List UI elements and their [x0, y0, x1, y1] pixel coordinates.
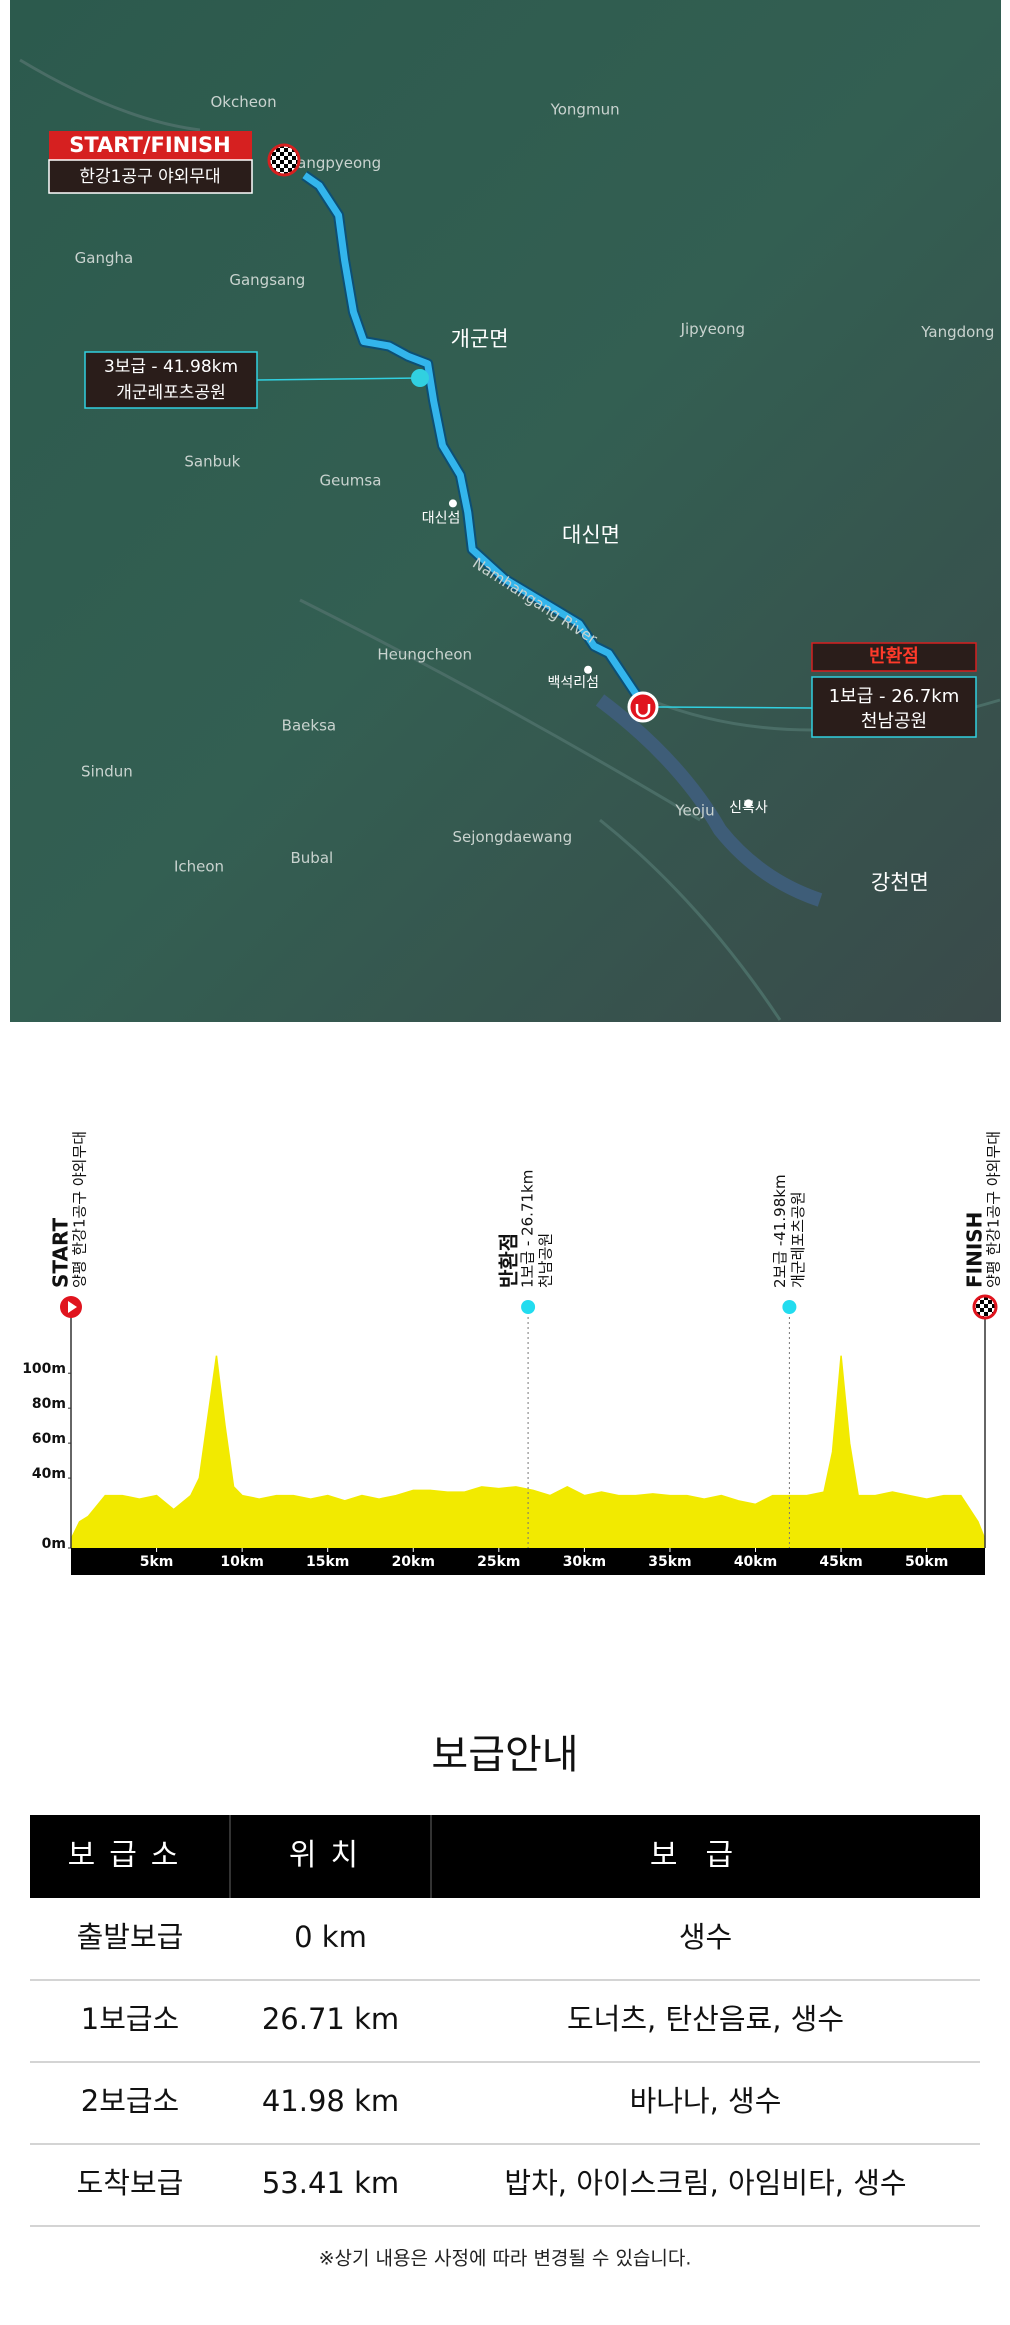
callout-title: 반환점 — [869, 645, 919, 667]
callout-text: 1보급 - 26.7km — [829, 686, 960, 707]
table-cell: 도너츠, 탄산음료, 생수 — [567, 2002, 844, 2036]
x-tick-label: 20km — [392, 1554, 435, 1570]
marker-label: 개군레포츠공원 — [789, 1191, 807, 1288]
callout-text: 한강1공구 야외무대 — [79, 167, 220, 187]
callout-box — [84, 351, 258, 409]
callout-title: START/FINISH — [69, 133, 231, 157]
marker-label: 양평 한강1공구 야외무대 — [985, 1131, 1003, 1288]
map-river — [595, 694, 823, 907]
callout-box — [48, 159, 253, 194]
callout-box — [811, 642, 977, 672]
elevation-line — [70, 1355, 986, 1540]
table-cell: 생수 — [679, 1920, 732, 1954]
callout-text: 3보급 - 41.98km — [104, 357, 238, 377]
header-cell: 보급소 — [68, 1838, 193, 1873]
table-cell: 도착보급 — [77, 2166, 184, 2200]
table-cell: 0 km — [294, 1920, 367, 1954]
x-tick-label: 35km — [648, 1554, 691, 1570]
marker-label: 양평 한강1공구 야외무대 — [71, 1131, 89, 1288]
place-label: 백석리섬 — [547, 675, 599, 691]
route — [302, 172, 642, 700]
callout-box — [811, 676, 977, 738]
poi-dot — [448, 499, 457, 508]
turn-icon — [627, 691, 659, 723]
marker-dot — [521, 1300, 536, 1314]
aid-dot — [411, 369, 429, 387]
x-tick-label: 40km — [734, 1554, 777, 1570]
map-roads — [19, 58, 1001, 1021]
table-cell: 26.71 km — [262, 2002, 399, 2036]
table-title: 보급안내 — [431, 1732, 578, 1778]
y-tick-label: 80m — [32, 1396, 66, 1412]
place-label: Yangpyeong — [289, 154, 381, 172]
place-label: Baeksa — [282, 717, 336, 735]
elevation-fill — [71, 1355, 985, 1548]
finish-flag — [267, 143, 301, 177]
header-cell: 위치 — [289, 1838, 372, 1873]
place-label: Sindun — [81, 763, 133, 781]
callout-text: 개군레포츠공원 — [116, 383, 225, 403]
place-label: Bubal — [291, 849, 334, 867]
x-tick-label: 15km — [306, 1554, 349, 1570]
finish-icon — [972, 1294, 998, 1320]
place-label: Icheon — [174, 858, 224, 876]
marker-label: 천남공원 — [537, 1233, 555, 1288]
marker-label: FINISH — [963, 1212, 987, 1288]
turn-arrow — [635, 704, 651, 718]
table-cell: 밥차, 아이스크림, 아임비타, 생수 — [504, 2166, 906, 2200]
place-label: Gangha — [75, 249, 134, 267]
place-label: Sejongdaewang — [453, 828, 573, 846]
place-label: 신륵사 — [729, 800, 768, 816]
x-tick-label: 25km — [477, 1554, 520, 1570]
table-cell: 53.41 km — [262, 2166, 399, 2200]
poi-dot — [744, 799, 753, 808]
marker-dot — [782, 1300, 797, 1314]
x-tick-label: 5km — [140, 1554, 174, 1570]
header-cell: 보급 — [650, 1838, 761, 1873]
marker-label: 2보급 -41.98km — [771, 1174, 789, 1288]
start-arrow — [68, 1301, 77, 1313]
place-label: Sanbuk — [184, 452, 240, 470]
place-label: Yeoju — [674, 801, 714, 819]
poi-dot — [584, 665, 593, 674]
x-axis-bar — [71, 1548, 985, 1575]
place-label: 개군면 — [451, 327, 509, 351]
place-label: 대신면 — [562, 523, 620, 547]
place-label: Yangdong — [920, 323, 994, 341]
place-label: Yongmun — [550, 100, 620, 118]
callout-line — [656, 706, 813, 709]
callout-box — [49, 131, 252, 160]
x-tick-label: 50km — [905, 1554, 948, 1570]
table-cell: 2보급소 — [81, 2084, 180, 2118]
y-tick-label: 0m — [42, 1536, 66, 1552]
callout-text: 천남공원 — [861, 711, 927, 732]
place-label: 강천면 — [871, 871, 929, 895]
table-cell: 41.98 km — [262, 2084, 399, 2118]
x-tick-label: 45km — [819, 1554, 862, 1570]
place-label: Okcheon — [210, 93, 276, 111]
marker-label: 반환점 — [497, 1233, 521, 1288]
table-header — [30, 1815, 980, 1898]
place-label: Heungcheon — [377, 645, 472, 663]
x-tick-label: 30km — [563, 1554, 606, 1570]
place-label: Gangsang — [229, 271, 305, 289]
table-cell: 출발보급 — [77, 1920, 184, 1954]
table-cell: 1보급소 — [81, 2002, 180, 2036]
place-label: 대신섬 — [422, 510, 461, 526]
table-note: ※상기 내용은 사정에 따라 변경될 수 있습니다. — [319, 2248, 692, 2270]
y-tick-label: 60m — [32, 1431, 66, 1447]
marker-label: START — [49, 1218, 73, 1288]
place-label: Jipyeong — [680, 320, 745, 338]
table-cell: 바나나, 생수 — [630, 2084, 782, 2118]
y-tick-label: 40m — [32, 1466, 66, 1482]
x-tick-label: 10km — [220, 1554, 263, 1570]
marker-label: 1보급 - 26.71km — [519, 1170, 537, 1288]
place-label: Geumsa — [319, 472, 381, 490]
callout-line — [256, 377, 421, 381]
y-tick-label: 100m — [22, 1361, 66, 1377]
